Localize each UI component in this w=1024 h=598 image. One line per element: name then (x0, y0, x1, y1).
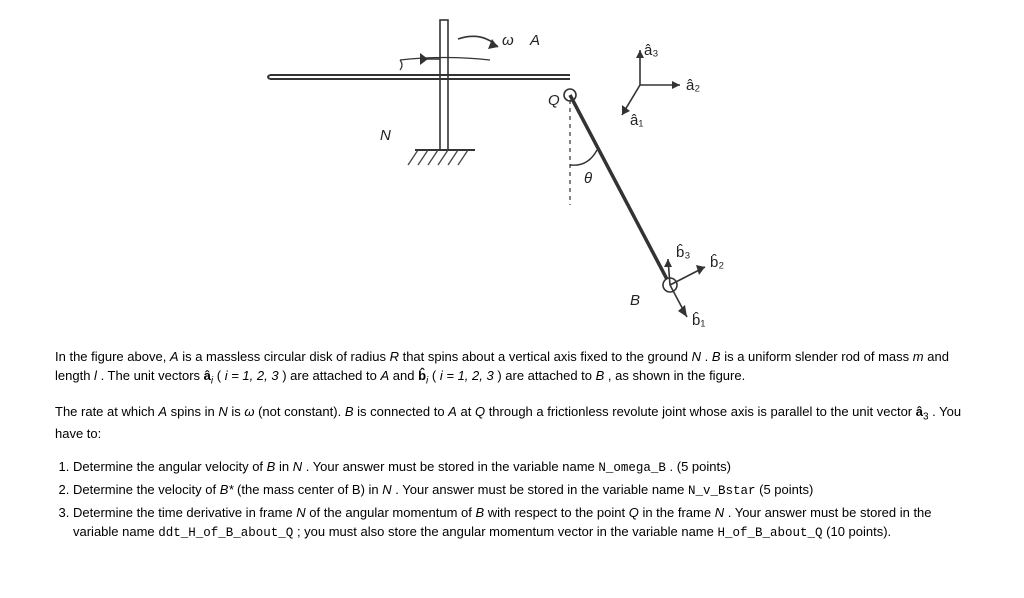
t: (5 points) (759, 482, 813, 497)
t: ω (244, 404, 254, 419)
t: (not constant). (258, 404, 345, 419)
t: R (390, 349, 399, 364)
t: B (596, 368, 605, 383)
t: in (279, 459, 293, 474)
t: B (267, 459, 276, 474)
t: . (705, 349, 712, 364)
t: Determine the velocity of (73, 482, 220, 497)
t: and (393, 368, 418, 383)
label-b2: b̂₂ (710, 254, 724, 271)
t: ; you must also store the angular moment… (297, 524, 718, 539)
t: â (204, 368, 211, 383)
t: A (448, 404, 457, 419)
paragraph-1: In the figure above, A is a massless cir… (55, 348, 975, 389)
t: 3 (923, 412, 929, 423)
t: is connected to (357, 404, 448, 419)
t: â (916, 404, 923, 419)
t: The rate at which (55, 404, 158, 419)
t: A (170, 349, 179, 364)
t: ( (217, 368, 221, 383)
t: ) are attached to (282, 368, 380, 383)
t: . Your answer must be stored in the vari… (306, 459, 599, 474)
t: N (293, 459, 302, 474)
label-a2: â₂ (686, 77, 700, 94)
t: i (426, 375, 428, 386)
var-h: H_of_B_about_Q (717, 526, 822, 540)
label-b1: b̂₁ (692, 312, 705, 329)
label-omega: ω (502, 32, 514, 49)
task-list: Determine the angular velocity of B in N… (73, 458, 975, 542)
t: with respect to the point (488, 505, 629, 520)
t: In the figure above, (55, 349, 170, 364)
t: is a uniform slender rod of mass (724, 349, 913, 364)
t: . (5 points) (670, 459, 731, 474)
label-a3: â₃ (644, 42, 658, 59)
t: B* (220, 482, 234, 497)
t: in the frame (642, 505, 714, 520)
label-A: A (529, 32, 540, 49)
var-n-omega-b: N_omega_B (598, 461, 666, 475)
t: Q (475, 404, 485, 419)
t: N (382, 482, 391, 497)
t: b̂ (418, 368, 426, 383)
t: m (913, 349, 924, 364)
t: is (231, 404, 244, 419)
var-ddt-h: ddt_H_of_B_about_Q (158, 526, 293, 540)
t: of the angular momentum of (309, 505, 475, 520)
label-b3: b̂₃ (676, 244, 690, 261)
label-B: B (630, 292, 640, 309)
t: . The unit vectors (101, 368, 204, 383)
t: i = 1, 2, 3 (440, 368, 494, 383)
label-a1: â₁ (630, 112, 643, 129)
task-3: Determine the time derivative in frame N… (73, 504, 975, 542)
paragraph-2: The rate at which A spins in N is ω (not… (55, 403, 975, 444)
t: ( (432, 368, 436, 383)
t: spins in (171, 404, 219, 419)
t: A (380, 368, 389, 383)
t: (10 points). (826, 524, 891, 539)
t: Q (629, 505, 639, 520)
problem-text: In the figure above, A is a massless cir… (55, 348, 975, 546)
t: i (211, 375, 213, 386)
label-Q: Q (548, 92, 560, 109)
t: that spins about a vertical axis fixed t… (403, 349, 692, 364)
t: ) are attached to (497, 368, 595, 383)
label-theta: θ (584, 170, 592, 187)
t: l (94, 368, 97, 383)
t: B (475, 505, 484, 520)
var-n-v-bstar: N_v_Bstar (688, 484, 756, 498)
t: (the mass center of B) in (237, 482, 382, 497)
t: , as shown in the figure. (608, 368, 745, 383)
task-1: Determine the angular velocity of B in N… (73, 458, 975, 477)
task-2: Determine the velocity of B* (the mass c… (73, 481, 975, 500)
t: N (218, 404, 227, 419)
t: N (715, 505, 724, 520)
t: is a massless circular disk of radius (182, 349, 389, 364)
t: N (296, 505, 305, 520)
mechanics-figure: ω N A Q â₂ â₃ (250, 5, 780, 335)
t: at (460, 404, 474, 419)
label-N: N (380, 127, 391, 144)
t: N (692, 349, 701, 364)
t: through a frictionless revolute joint wh… (489, 404, 916, 419)
t: B (712, 349, 721, 364)
t: B (345, 404, 354, 419)
t: . Your answer must be stored in the vari… (395, 482, 688, 497)
t: Determine the angular velocity of (73, 459, 267, 474)
t: A (158, 404, 167, 419)
t: Determine the time derivative in frame (73, 505, 296, 520)
t: i = 1, 2, 3 (225, 368, 279, 383)
